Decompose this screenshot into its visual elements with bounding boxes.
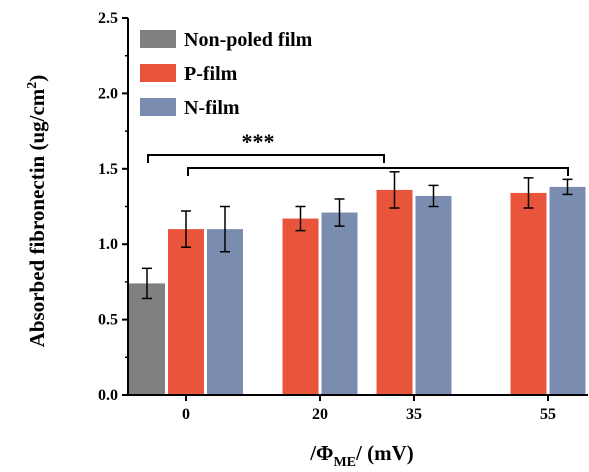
legend-label-n-film: N-film <box>184 97 240 119</box>
legend-label-p-film: P-film <box>184 63 238 85</box>
y-axis-title: Absorbed fibronectin (ug/cm2) <box>25 75 49 348</box>
bar-n-film-35 <box>415 195 452 395</box>
bar-p-film-35 <box>376 189 413 395</box>
plot-area: 0.0 0.5 1.0 1.5 2.0 2.5 0 20 35 55 *** <box>98 10 588 423</box>
x-tick-label: 35 <box>406 406 422 423</box>
y-tick-label: 1.5 <box>98 161 118 178</box>
significance-label: *** <box>242 129 275 154</box>
y-tick-label: 1.0 <box>98 236 118 253</box>
significance-bracket-0-55 <box>187 167 569 176</box>
bar-p-film-20 <box>282 218 319 395</box>
y-tick-label: 0.0 <box>98 387 118 404</box>
x-tick-label: 0 <box>182 406 190 423</box>
bar-n-film-20 <box>321 212 358 395</box>
y-tick-label: 0.5 <box>98 312 118 329</box>
bar-p-film-0 <box>168 229 204 395</box>
bar-n-film-55 <box>549 186 586 395</box>
x-tick-label: 20 <box>312 406 328 423</box>
bar-non-poled-film-0 <box>129 283 165 395</box>
significance-bracket-nonpoled-35 <box>147 154 385 163</box>
x-axis-title: /ΦME/ (mV) <box>309 441 414 470</box>
legend-swatch-p-film <box>140 64 176 82</box>
y-tick-label: 2.5 <box>98 10 118 27</box>
bar-n-film-0 <box>207 229 243 395</box>
legend-label-non-poled-film: Non-poled film <box>184 29 313 51</box>
y-tick-label: 2.0 <box>98 85 118 102</box>
legend: Non-poled film P-film N-film <box>140 29 313 119</box>
bar-p-film-55 <box>510 192 547 395</box>
x-tick-label: 55 <box>540 406 556 423</box>
legend-swatch-non-poled-film <box>140 30 176 48</box>
legend-swatch-n-film <box>140 98 176 116</box>
